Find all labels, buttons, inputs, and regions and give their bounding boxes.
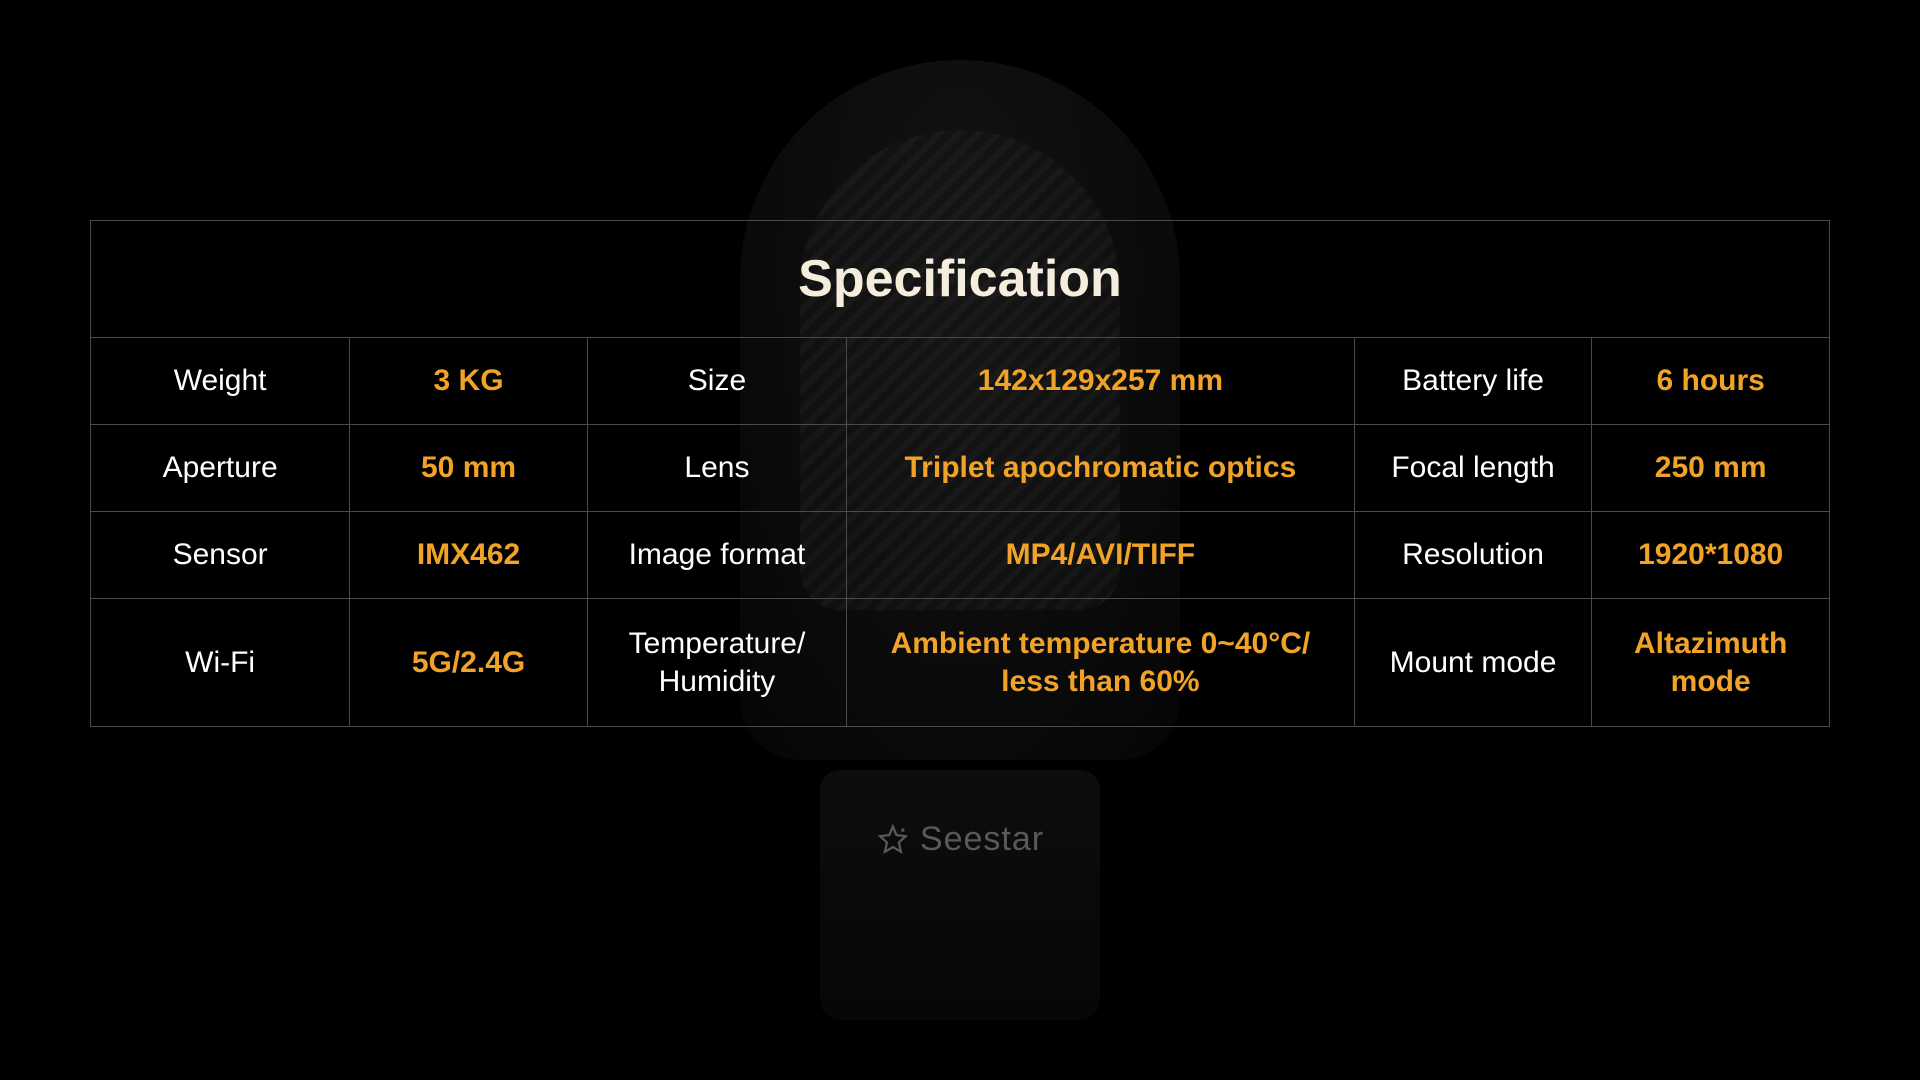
spec-table-title: Specification — [91, 221, 1830, 338]
spec-label: Resolution — [1354, 512, 1592, 599]
table-row: Sensor IMX462 Image format MP4/AVI/TIFF … — [91, 512, 1830, 599]
spec-table: Specification Weight 3 KG Size 142x129x2… — [90, 220, 1830, 727]
table-row: Aperture 50 mm Lens Triplet apochromatic… — [91, 425, 1830, 512]
spec-value: 3 KG — [350, 338, 588, 425]
brand-name: Seestar — [920, 820, 1044, 859]
spec-label: Wi-Fi — [91, 599, 350, 727]
spec-label: Focal length — [1354, 425, 1592, 512]
spec-value: 250 mm — [1592, 425, 1830, 512]
table-row: Weight 3 KG Size 142x129x257 mm Battery … — [91, 338, 1830, 425]
spec-label: Lens — [587, 425, 846, 512]
spec-label: Sensor — [91, 512, 350, 599]
spec-value: 6 hours — [1592, 338, 1830, 425]
table-row: Wi-Fi 5G/2.4G Temperature/ Humidity Ambi… — [91, 599, 1830, 727]
star-icon — [876, 823, 910, 857]
spec-value: 1920*1080 — [1592, 512, 1830, 599]
spec-label: Weight — [91, 338, 350, 425]
spec-value: 50 mm — [350, 425, 588, 512]
spec-label: Battery life — [1354, 338, 1592, 425]
spec-value: MP4/AVI/TIFF — [847, 512, 1355, 599]
spec-label: Mount mode — [1354, 599, 1592, 727]
spec-label: Size — [587, 338, 846, 425]
spec-value: Ambient temperature 0~40°C/ less than 60… — [847, 599, 1355, 727]
spec-table-container: Specification Weight 3 KG Size 142x129x2… — [90, 220, 1830, 727]
spec-value: Triplet apochromatic optics — [847, 425, 1355, 512]
brand-mark: Seestar — [876, 820, 1044, 859]
spec-label: Image format — [587, 512, 846, 599]
spec-value: IMX462 — [350, 512, 588, 599]
spec-label: Temperature/ Humidity — [587, 599, 846, 727]
spec-label: Aperture — [91, 425, 350, 512]
spec-value: 142x129x257 mm — [847, 338, 1355, 425]
spec-value: Altazimuth mode — [1592, 599, 1830, 727]
spec-value: 5G/2.4G — [350, 599, 588, 727]
